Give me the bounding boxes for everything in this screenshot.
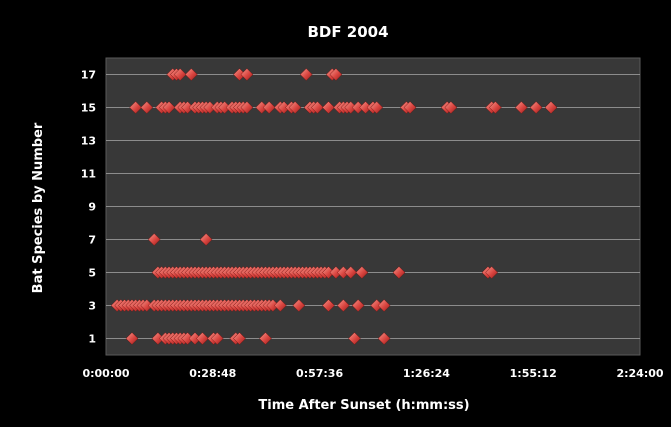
y-tick-label: 9 bbox=[88, 201, 96, 214]
y-tick-label: 13 bbox=[81, 135, 96, 148]
data-point bbox=[233, 332, 246, 345]
x-tick-label: 0:00:00 bbox=[82, 367, 129, 380]
data-point bbox=[322, 299, 335, 312]
y-tick-label: 7 bbox=[88, 234, 96, 247]
y-tick-label: 1 bbox=[88, 333, 96, 346]
data-point bbox=[392, 266, 406, 279]
data-point bbox=[184, 68, 198, 81]
x-axis-label: Time After Sunset (h:mm:ss) bbox=[258, 398, 469, 413]
data-point bbox=[140, 101, 154, 114]
y-axis-label: Bat Species by Number bbox=[31, 122, 46, 293]
x-tick-label: 0:28:48 bbox=[189, 367, 236, 380]
data-point bbox=[273, 299, 287, 312]
data-point bbox=[544, 101, 558, 114]
x-tick-label: 0:57:36 bbox=[296, 367, 343, 380]
data-point bbox=[199, 233, 213, 246]
data-point bbox=[444, 101, 458, 114]
x-tick-label: 2:24:00 bbox=[616, 367, 663, 380]
x-tick-label: 1:55:12 bbox=[510, 367, 557, 380]
data-point bbox=[514, 101, 528, 114]
data-point bbox=[351, 299, 365, 312]
data-point bbox=[529, 101, 543, 114]
y-tick-label: 3 bbox=[88, 300, 96, 313]
chart-title: BDF 2004 bbox=[307, 23, 388, 41]
data-point bbox=[355, 266, 369, 279]
data-point bbox=[259, 332, 272, 345]
data-point bbox=[377, 299, 391, 312]
y-tick-label: 17 bbox=[81, 69, 96, 82]
data-point bbox=[370, 101, 384, 114]
x-axis-ticks: 0:00:00 0:28:48 0:57:36 1:26:24 1:55:12 2:24:… bbox=[82, 367, 663, 380]
x-tick-label: 1:26:24 bbox=[403, 367, 450, 380]
data-point bbox=[348, 332, 361, 345]
data-point bbox=[210, 332, 224, 345]
data-point bbox=[288, 101, 302, 114]
data-point bbox=[377, 332, 391, 345]
data-point bbox=[336, 299, 350, 312]
data-point bbox=[485, 266, 499, 279]
data-point bbox=[489, 101, 502, 114]
data-point bbox=[240, 101, 254, 114]
data-point bbox=[147, 233, 161, 246]
y-tick-label: 15 bbox=[81, 102, 96, 115]
data-points bbox=[110, 68, 558, 345]
data-point bbox=[403, 101, 417, 114]
data-point bbox=[329, 68, 343, 81]
data-point bbox=[240, 68, 254, 81]
y-tick-label: 11 bbox=[81, 168, 96, 181]
data-point bbox=[292, 299, 306, 312]
data-point bbox=[125, 332, 139, 345]
y-tick-label: 5 bbox=[88, 267, 96, 280]
data-point bbox=[299, 68, 313, 81]
